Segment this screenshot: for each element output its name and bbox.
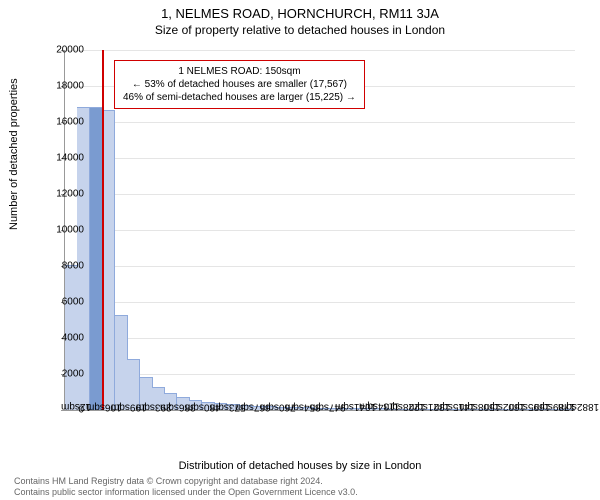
ytick-label: 6000 (44, 297, 84, 308)
footer-line1: Contains HM Land Registry data © Crown c… (14, 476, 358, 487)
footer: Contains HM Land Registry data © Crown c… (14, 476, 358, 498)
annotation-line2: ← 53% of detached houses are smaller (17… (123, 78, 356, 91)
ytick-label: 2000 (44, 369, 84, 380)
grid-line (65, 50, 575, 51)
grid-line (65, 374, 575, 375)
ytick-label: 10000 (44, 225, 84, 236)
grid-line (65, 302, 575, 303)
ytick-label: 8000 (44, 261, 84, 272)
ytick-label: 18000 (44, 81, 84, 92)
histogram-bar (102, 110, 115, 410)
annotation-line1: 1 NELMES ROAD: 150sqm (123, 65, 356, 78)
chart-title: 1, NELMES ROAD, HORNCHURCH, RM11 3JA (0, 0, 600, 21)
grid-line (65, 338, 575, 339)
ytick-label: 4000 (44, 333, 84, 344)
annotation-box: 1 NELMES ROAD: 150sqm← 53% of detached h… (114, 60, 365, 109)
ytick-label: 20000 (44, 45, 84, 56)
histogram-bar (115, 315, 128, 410)
ytick-label: 14000 (44, 153, 84, 164)
chart-container: 1, NELMES ROAD, HORNCHURCH, RM11 3JA Siz… (0, 0, 600, 500)
grid-line (65, 158, 575, 159)
grid-line (65, 122, 575, 123)
ytick-label: 12000 (44, 189, 84, 200)
grid-line (65, 194, 575, 195)
reference-line (102, 50, 104, 410)
x-axis-label: Distribution of detached houses by size … (0, 460, 600, 472)
footer-line2: Contains public sector information licen… (14, 487, 358, 498)
grid-line (65, 266, 575, 267)
chart-subtitle: Size of property relative to detached ho… (0, 21, 600, 41)
grid-line (65, 230, 575, 231)
ytick-label: 16000 (44, 117, 84, 128)
y-axis-label: Number of detached properties (8, 78, 20, 230)
annotation-line3: 46% of semi-detached houses are larger (… (123, 91, 356, 104)
